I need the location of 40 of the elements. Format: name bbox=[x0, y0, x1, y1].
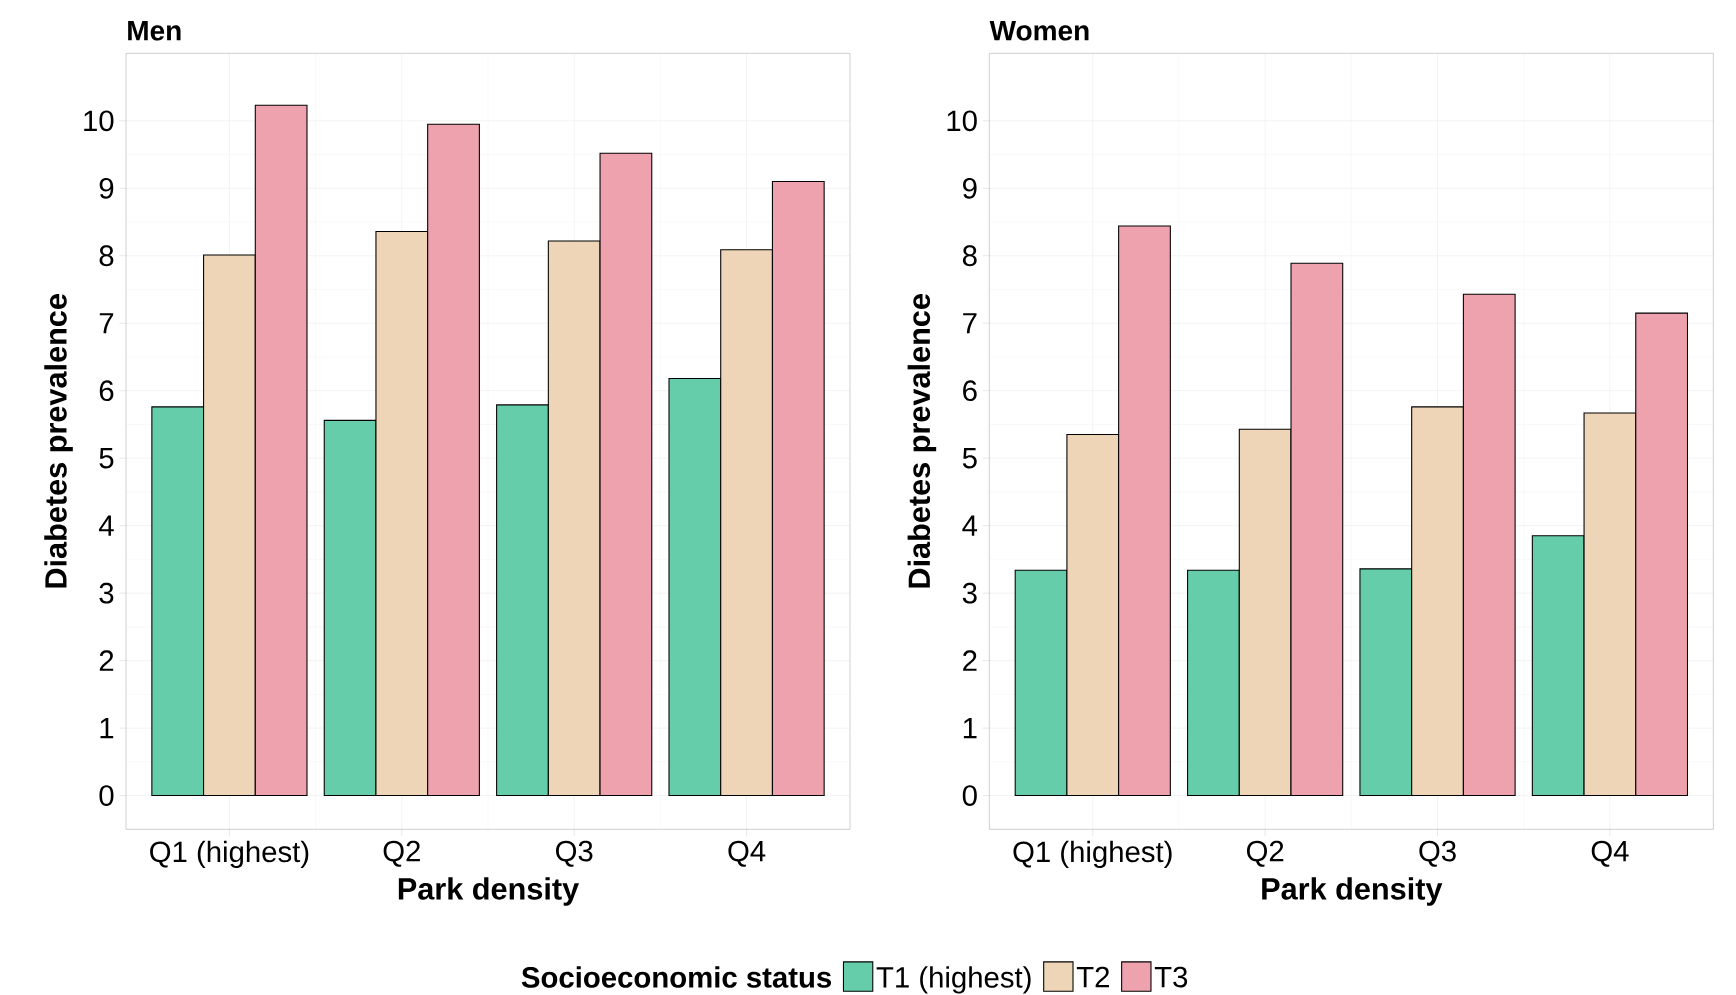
x-tick-label: Q3 bbox=[556, 840, 593, 867]
y-tick-label: 2 bbox=[963, 650, 977, 671]
x-axis-title: Park density bbox=[398, 877, 579, 906]
y-tick-label: 6 bbox=[963, 380, 977, 402]
x-tick-label: Q1 (highest) bbox=[150, 840, 309, 869]
y-tick-label: 6 bbox=[99, 380, 114, 402]
y-tick-label: 4 bbox=[98, 515, 114, 536]
y-tick-label: 1 bbox=[963, 718, 977, 739]
x-tick-label: Q2 bbox=[1246, 840, 1284, 867]
y-tick-label: 7 bbox=[99, 313, 114, 334]
y-tick-label: 9 bbox=[963, 177, 977, 199]
y-tick-label: 10 bbox=[84, 110, 114, 132]
legend-label: T2 bbox=[1076, 966, 1109, 988]
legend-label: T3 bbox=[1154, 966, 1188, 988]
x-tick-label: Q4 bbox=[728, 840, 766, 867]
y-axis-title: Diabetes prevalence bbox=[44, 294, 73, 588]
y-tick-label: 2 bbox=[99, 650, 114, 671]
y-tick-label: 4 bbox=[962, 515, 978, 536]
y-tick-label: 8 bbox=[99, 245, 114, 267]
y-tick-label: 1 bbox=[100, 718, 114, 739]
y-tick-label: 9 bbox=[99, 177, 114, 199]
y-tick-label: 0 bbox=[99, 785, 114, 807]
y-tick-label: 5 bbox=[99, 448, 114, 469]
x-tick-label: Q1 (highest) bbox=[1013, 840, 1172, 869]
y-tick-label: 10 bbox=[947, 110, 977, 132]
y-tick-label: 0 bbox=[962, 785, 977, 807]
x-axis-title: Park density bbox=[1262, 877, 1443, 906]
legend-title: Socioeconomic status bbox=[521, 966, 832, 988]
y-tick-label: 7 bbox=[963, 313, 977, 334]
x-tick-label: Q2 bbox=[383, 840, 420, 867]
legend-label: T1 (highest) bbox=[876, 966, 1031, 994]
chart-title: Women bbox=[989, 21, 1089, 41]
x-tick-label: Q3 bbox=[1419, 840, 1456, 867]
y-axis-title: Diabetes prevalence bbox=[907, 294, 937, 588]
y-tick-label: 3 bbox=[962, 582, 977, 604]
chart-title: Men bbox=[128, 21, 181, 41]
x-tick-label: Q4 bbox=[1591, 840, 1629, 867]
y-tick-label: 3 bbox=[99, 582, 114, 604]
y-tick-label: 5 bbox=[962, 448, 977, 469]
y-tick-label: 8 bbox=[962, 245, 977, 267]
